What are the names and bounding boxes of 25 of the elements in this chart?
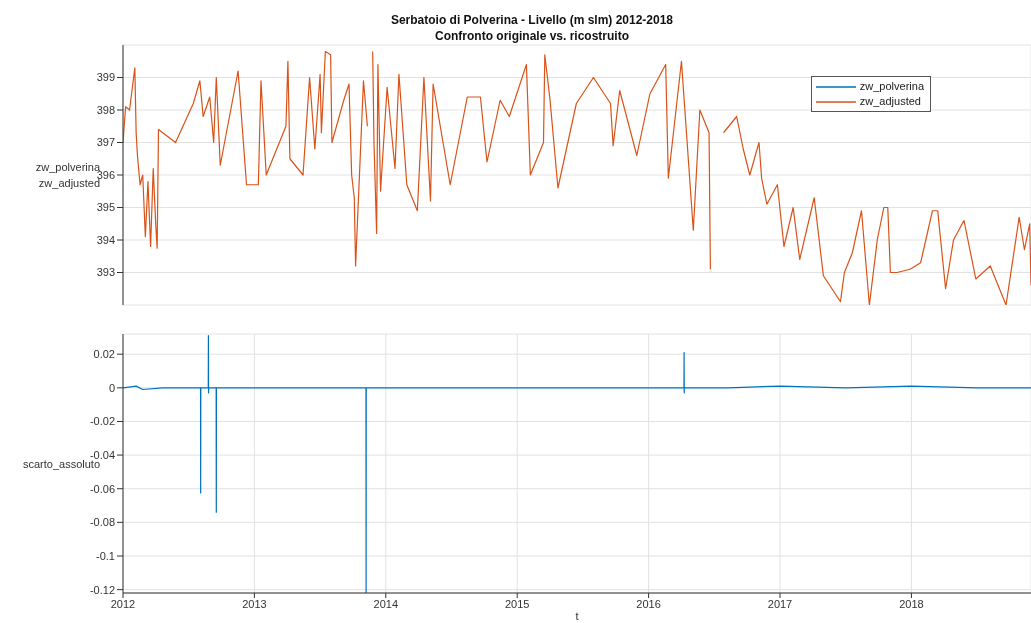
legend-label: zw_polverina xyxy=(859,79,924,94)
y-tick-label: 394 xyxy=(96,233,115,246)
x-tick-label: 2014 xyxy=(373,597,399,610)
y-tick-label: -0.02 xyxy=(89,415,115,428)
x-tick-label: 2013 xyxy=(242,597,267,610)
y-tick-label: 393 xyxy=(96,266,115,279)
x-tick-label: 2018 xyxy=(899,597,924,610)
chart-title: Serbatoio di Polverina - Livello (m slm) 2012-2018 xyxy=(389,12,675,28)
y-tick-label: 0.02 xyxy=(93,348,115,361)
x-tick-label: 2016 xyxy=(636,597,661,610)
x-tick-label: 2012 xyxy=(110,597,136,610)
x-tick-label: 2015 xyxy=(504,597,530,610)
y-tick-label: -0.06 xyxy=(89,482,115,495)
x-axis-title: t xyxy=(574,610,580,622)
y-tick-label: -0.1 xyxy=(96,549,115,562)
y-tick-label: 398 xyxy=(96,103,115,116)
y-tick-label: 397 xyxy=(96,136,115,149)
y-tick-label: 399 xyxy=(96,71,115,84)
y-tick-label: 395 xyxy=(96,201,115,214)
y-tick-label: 0 xyxy=(108,381,115,394)
legend-label: zw_adjusted xyxy=(859,94,921,109)
y-tick-label: -0.08 xyxy=(89,516,115,529)
x-tick-label: 2017 xyxy=(767,597,793,610)
y-tick-label: -0.12 xyxy=(89,583,115,596)
chart-subtitle: Confronto originale vs. ricostruito xyxy=(434,28,630,44)
